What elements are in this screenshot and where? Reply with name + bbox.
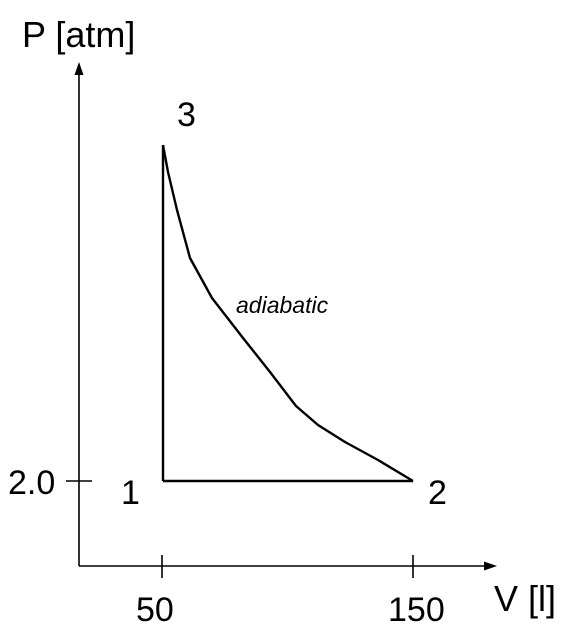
adiabatic-curve [161,144,414,483]
y-axis-arrowhead [74,62,84,75]
adiabatic-label: adiabatic [236,292,329,318]
y-tick-label: 2.0 [8,464,55,502]
x-tick-label-150: 150 [388,591,445,629]
point-label-2: 2 [428,474,447,512]
point-label-3: 3 [177,96,196,134]
point-label-1: 1 [121,474,140,512]
x-tick-label-50: 50 [136,591,174,629]
x-axis-arrowhead [484,561,497,571]
x-axis-title: V [l] [494,578,556,619]
y-axis-title: P [atm] [22,14,135,55]
